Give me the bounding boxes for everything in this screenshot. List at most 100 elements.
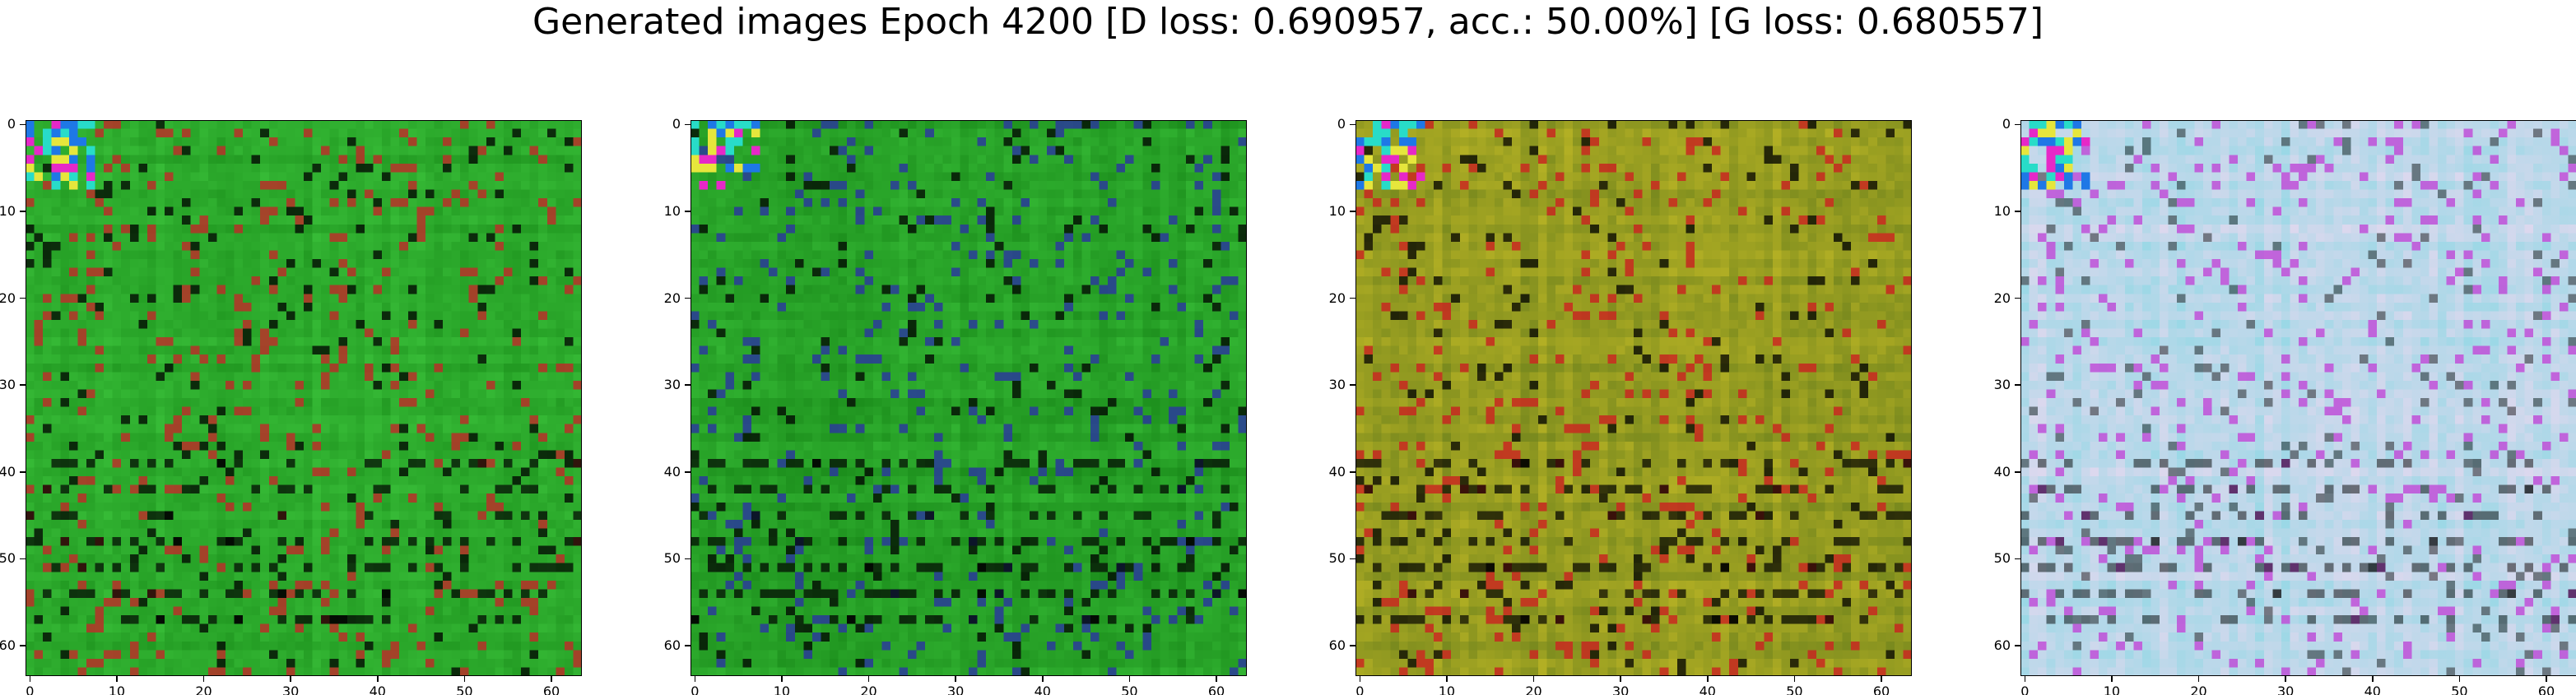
y-tick-mark — [20, 558, 26, 560]
y-tick-label: 10 — [648, 204, 681, 219]
x-tick-label: 0 — [13, 684, 46, 695]
x-tick-mark — [116, 676, 118, 682]
x-tick-label: 20 — [853, 684, 886, 695]
x-tick-label: 20 — [188, 684, 221, 695]
y-tick-mark — [1350, 211, 1355, 212]
x-tick-label: 10 — [765, 684, 798, 695]
x-tick-mark — [1707, 676, 1709, 682]
x-tick-mark — [551, 676, 552, 682]
x-tick-mark — [1360, 676, 1361, 682]
x-tick-label: 0 — [2008, 684, 2041, 695]
x-tick-mark — [2285, 676, 2286, 682]
x-tick-mark — [2459, 676, 2461, 682]
y-tick-label: 30 — [1978, 378, 2011, 392]
x-tick-label: 20 — [1518, 684, 1551, 695]
y-tick-mark — [1350, 384, 1355, 386]
x-tick-mark — [695, 676, 696, 682]
x-tick-mark — [1881, 676, 1882, 682]
y-tick-label: 0 — [648, 117, 681, 132]
y-tick-mark — [20, 211, 26, 212]
y-tick-label: 50 — [1978, 551, 2011, 566]
y-tick-mark — [1350, 124, 1355, 126]
x-tick-label: 60 — [1865, 684, 1898, 695]
x-tick-mark — [1620, 676, 1621, 682]
y-tick-mark — [685, 558, 690, 560]
y-tick-label: 40 — [648, 465, 681, 480]
y-tick-mark — [1350, 471, 1355, 473]
x-tick-mark — [2025, 676, 2026, 682]
y-tick-mark — [2015, 645, 2020, 646]
x-tick-mark — [464, 676, 466, 682]
y-tick-mark — [685, 471, 690, 473]
x-tick-mark — [377, 676, 379, 682]
y-tick-mark — [2015, 471, 2020, 473]
figure-title: Generated images Epoch 4200 [D loss: 0.6… — [0, 0, 2576, 44]
y-tick-label: 10 — [1313, 204, 1346, 219]
x-tick-mark — [868, 676, 870, 682]
x-tick-label: 60 — [1200, 684, 1233, 695]
x-tick-label: 10 — [2095, 684, 2128, 695]
x-tick-label: 0 — [1343, 684, 1376, 695]
y-tick-mark — [20, 471, 26, 473]
x-tick-mark — [2372, 676, 2374, 682]
x-tick-label: 20 — [2183, 684, 2216, 695]
y-tick-label: 10 — [0, 204, 16, 219]
generated-image-2 — [690, 120, 1247, 676]
y-tick-mark — [2015, 558, 2020, 560]
x-tick-label: 30 — [2269, 684, 2302, 695]
x-tick-mark — [1533, 676, 1535, 682]
x-tick-mark — [290, 676, 291, 682]
y-tick-mark — [685, 298, 690, 299]
generated-image-4 — [2020, 120, 2576, 676]
y-tick-label: 50 — [0, 551, 16, 566]
y-tick-label: 60 — [1313, 638, 1346, 653]
y-tick-label: 40 — [0, 465, 16, 480]
x-tick-label: 10 — [100, 684, 133, 695]
y-tick-mark — [685, 124, 690, 126]
y-tick-label: 10 — [1978, 204, 2011, 219]
y-tick-label: 0 — [1978, 117, 2011, 132]
x-tick-mark — [1794, 676, 1796, 682]
x-tick-label: 60 — [2530, 684, 2563, 695]
y-tick-label: 20 — [0, 291, 16, 306]
x-tick-label: 30 — [1604, 684, 1637, 695]
x-tick-label: 50 — [2443, 684, 2476, 695]
x-tick-label: 30 — [939, 684, 972, 695]
y-tick-label: 20 — [1978, 291, 2011, 306]
y-tick-label: 50 — [1313, 551, 1346, 566]
y-tick-label: 40 — [1978, 465, 2011, 480]
generated-image-panel-4: 0 0 10 10 20 20 30 30 40 40 50 50 60 60 — [2020, 120, 2576, 676]
x-tick-label: 40 — [1026, 684, 1059, 695]
generated-image-panel-2: 0 0 10 10 20 20 30 30 40 40 50 50 60 60 — [690, 120, 1247, 676]
y-tick-label: 0 — [0, 117, 16, 132]
x-tick-mark — [955, 676, 956, 682]
generated-image-1 — [26, 120, 582, 676]
y-tick-label: 20 — [648, 291, 681, 306]
x-tick-mark — [1216, 676, 1217, 682]
y-tick-label: 50 — [648, 551, 681, 566]
x-tick-label: 60 — [535, 684, 568, 695]
x-tick-label: 40 — [361, 684, 394, 695]
x-tick-mark — [1129, 676, 1131, 682]
generated-image-3 — [1355, 120, 1912, 676]
x-tick-mark — [2111, 676, 2113, 682]
y-tick-mark — [685, 645, 690, 646]
generated-image-panel-1: 0 0 10 10 20 20 30 30 40 40 50 50 60 60 — [26, 120, 582, 676]
x-tick-label: 0 — [678, 684, 711, 695]
y-tick-mark — [20, 124, 26, 126]
x-tick-label: 30 — [274, 684, 307, 695]
y-tick-label: 30 — [1313, 378, 1346, 392]
y-tick-label: 60 — [1978, 638, 2011, 653]
x-tick-label: 50 — [1778, 684, 1811, 695]
y-tick-mark — [685, 211, 690, 212]
generated-image-panel-3: 0 0 10 10 20 20 30 30 40 40 50 50 60 60 — [1355, 120, 1912, 676]
y-tick-mark — [1350, 558, 1355, 560]
x-tick-label: 50 — [448, 684, 481, 695]
x-tick-mark — [203, 676, 205, 682]
y-tick-mark — [20, 645, 26, 646]
x-tick-label: 40 — [2356, 684, 2389, 695]
y-tick-label: 30 — [648, 378, 681, 392]
y-tick-mark — [20, 298, 26, 299]
y-tick-label: 20 — [1313, 291, 1346, 306]
x-tick-label: 40 — [1691, 684, 1724, 695]
